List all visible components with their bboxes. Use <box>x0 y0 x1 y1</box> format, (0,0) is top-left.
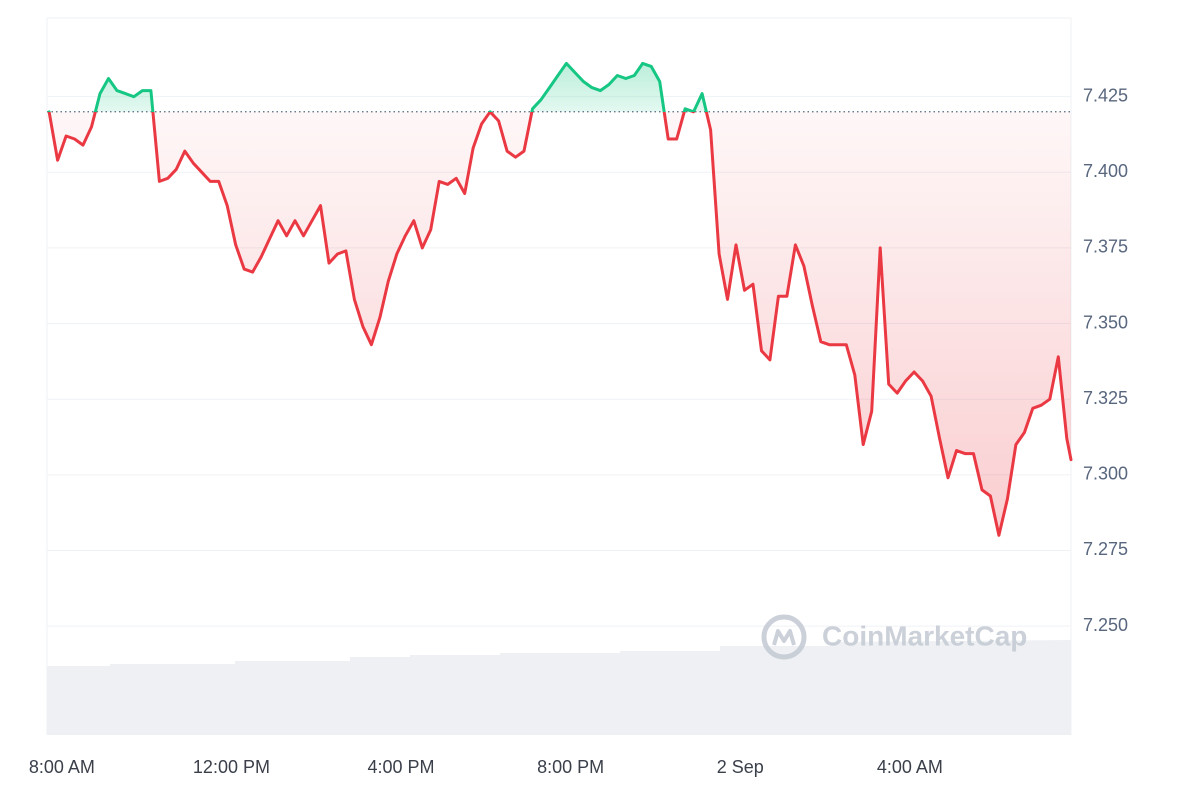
y-tick-label: 7.375 <box>1083 237 1128 257</box>
y-tick-label: 7.275 <box>1083 539 1128 559</box>
x-tick-label: 4:00 PM <box>368 757 435 777</box>
x-tick-label: 8:00 AM <box>29 757 95 777</box>
y-tick-label: 7.400 <box>1083 161 1128 181</box>
volume-backdrop <box>47 640 1071 735</box>
y-tick-label: 7.325 <box>1083 388 1128 408</box>
x-tick-label: 2 Sep <box>717 757 764 777</box>
data-layer <box>47 61 1073 537</box>
watermark-logo <box>761 614 807 660</box>
x-tick-label: 12:00 PM <box>193 757 270 777</box>
watermark: CoinMarketCap <box>761 614 1027 660</box>
x-tick-label: 4:00 AM <box>877 757 943 777</box>
y-tick-label: 7.425 <box>1083 85 1128 105</box>
x-tick-label: 8:00 PM <box>537 757 604 777</box>
y-tick-label: 7.350 <box>1083 312 1128 332</box>
watermark-text: CoinMarketCap <box>822 620 1027 651</box>
price-area <box>49 63 1072 536</box>
price-line <box>47 61 1073 537</box>
y-tick-label: 7.300 <box>1083 464 1128 484</box>
watermark-logo-mark <box>772 629 796 646</box>
y-tick-label: 7.250 <box>1083 615 1128 635</box>
